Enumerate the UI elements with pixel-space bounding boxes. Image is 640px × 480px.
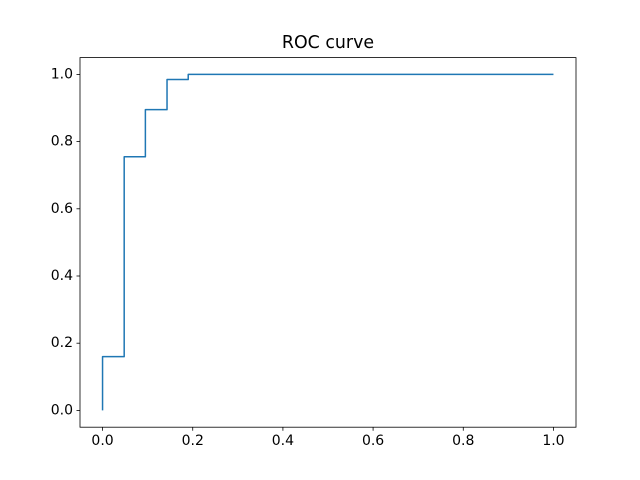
y-tick-label: 0.0 (51, 402, 73, 418)
roc-curve-line (101, 73, 554, 411)
y-tick-label: 1.0 (51, 66, 73, 82)
x-tick-label: 0.2 (182, 433, 204, 449)
y-tick-label: 0.6 (51, 201, 73, 217)
axes-spines (79, 57, 577, 428)
chart-title: ROC curve (282, 33, 374, 53)
y-tick-label: 0.2 (51, 335, 73, 351)
x-tick-label: 0.4 (272, 433, 294, 449)
x-tick-label: 1.0 (542, 433, 564, 449)
y-tick-label: 0.8 (51, 134, 73, 150)
y-tick-label: 0.4 (51, 268, 73, 284)
x-tick-label: 0.8 (452, 433, 474, 449)
x-tick-label: 0.6 (362, 433, 384, 449)
x-tick-label: 0.0 (91, 433, 113, 449)
plot-area: 0.0 0.2 0.4 0.6 0.8 1.0 0.0 0.2 0.4 0.6 0.8 1.0 (51, 57, 577, 449)
